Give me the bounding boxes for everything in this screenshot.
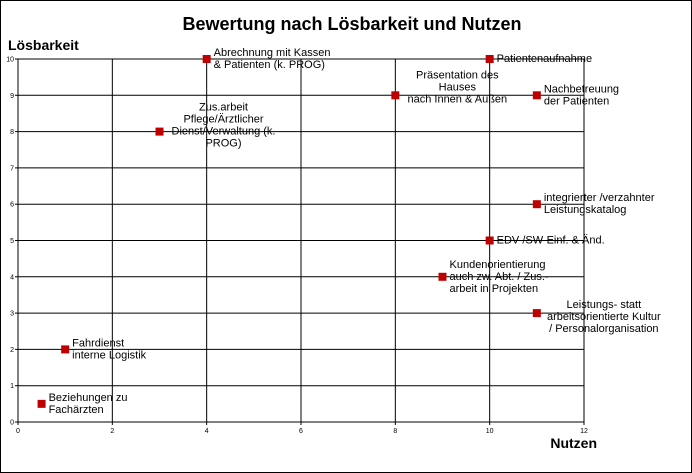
- data-label-line: Kundenorientierung: [450, 259, 546, 271]
- data-label-line: interne Logistik: [72, 349, 146, 361]
- data-label: Patientenaufnahme: [497, 53, 592, 65]
- y-tick-label: 10: [6, 57, 14, 64]
- data-label-line: & Patienten (k. PROG): [214, 59, 325, 71]
- data-point: [61, 345, 70, 354]
- data-label: integrierter /verzahnter Leistungskatalog: [544, 192, 655, 216]
- plot-border: [17, 58, 585, 423]
- x-tick-label: 12: [580, 428, 588, 435]
- y-tick-label: 2: [10, 347, 14, 354]
- data-label-line: Präsentation des: [416, 69, 499, 81]
- y-tick-label: 7: [10, 165, 14, 172]
- data-label-line: Leistungskatalog: [544, 204, 627, 216]
- data-label: Kundenorientierung auch zw. Abt. / Zus.-a…: [450, 259, 549, 295]
- data-label-line: nach Innen & Außen: [407, 93, 507, 105]
- data-label-line: Zus.arbeit: [199, 102, 248, 114]
- data-point: [532, 91, 541, 100]
- data-label: Fahrdienst interne Logistik: [72, 337, 146, 361]
- y-tick-label: 4: [10, 274, 14, 281]
- y-axis-title: Lösbarkeit: [8, 37, 79, 53]
- data-label: Abrechnung mit Kassen & Patienten (k. PRO…: [214, 47, 331, 71]
- data-point: [485, 236, 494, 245]
- x-tick-label: 10: [486, 428, 494, 435]
- data-label: Zus.arbeit Pflege/Ärztlicher Dienst/Verwal…: [172, 102, 276, 150]
- y-tick-label: 0: [10, 420, 14, 427]
- chart-title: Bewertung nach Lösbarkeit und Nutzen: [182, 14, 521, 34]
- data-label-line: Leistungs- statt: [567, 299, 642, 311]
- y-tick-label: 9: [10, 93, 14, 100]
- data-label-line: Patientenaufnahme: [497, 53, 592, 65]
- data-label-line: Beziehungen zu: [49, 392, 128, 404]
- data-label: EDV-/SW-Einf. & Änd.: [497, 235, 605, 247]
- y-tick-label: 8: [10, 129, 14, 136]
- data-point: [202, 55, 211, 63]
- x-axis-title: Nutzen: [550, 435, 597, 451]
- data-point: [37, 399, 46, 408]
- y-tick-label: 6: [10, 202, 14, 209]
- x-tick-label: 8: [393, 428, 397, 435]
- data-label-line: Pflege/Ärztlicher: [183, 114, 263, 126]
- data-label: Nachbetreuung der Patienten: [544, 83, 619, 107]
- data-label-line: Fachärzten: [49, 404, 104, 416]
- y-tick-label: 3: [10, 311, 14, 318]
- x-tick-label: 2: [110, 428, 114, 435]
- data-label-line: Fahrdienst: [72, 337, 124, 349]
- data-point: [532, 200, 541, 209]
- data-label-line: Nachbetreuung: [544, 83, 619, 95]
- y-tick-label: 1: [10, 383, 14, 390]
- x-tick-label: 4: [205, 428, 209, 435]
- data-label-line: Hauses: [439, 81, 477, 93]
- data-point: [532, 309, 541, 318]
- data-label: Leistungs- statt arbeitsorientierte Kultu…: [547, 299, 661, 335]
- data-label-line: auch zw. Abt. / Zus.-: [450, 271, 549, 283]
- y-tick-label: 5: [10, 238, 14, 245]
- data-label-line: Dienst/Verwaltung (k.: [172, 126, 276, 138]
- data-label-line: der Patienten: [544, 95, 609, 107]
- data-label-line: arbeitsorientierte Kultur: [547, 311, 661, 323]
- data-label-line: Abrechnung mit Kassen: [214, 47, 331, 59]
- data-label-line: arbeit in Projekten: [450, 283, 539, 295]
- data-label-line: integrierter /verzahnter: [544, 192, 655, 204]
- x-tick-label: 6: [299, 428, 303, 435]
- data-label: Präsentation des Hauses nach Innen & Außen: [407, 69, 507, 105]
- data-label-line: PROG): [205, 138, 241, 150]
- data-label-line: / Personalorganisation: [549, 323, 658, 335]
- data-point: [438, 272, 447, 281]
- x-tick-label: 0: [16, 428, 20, 435]
- data-point: [391, 91, 400, 100]
- data-label-line: EDV-/SW-Einf. & Änd.: [497, 235, 605, 247]
- data-label: Beziehungen zu Fachärzten: [49, 392, 128, 416]
- data-point: [485, 55, 494, 63]
- data-point: [155, 127, 164, 136]
